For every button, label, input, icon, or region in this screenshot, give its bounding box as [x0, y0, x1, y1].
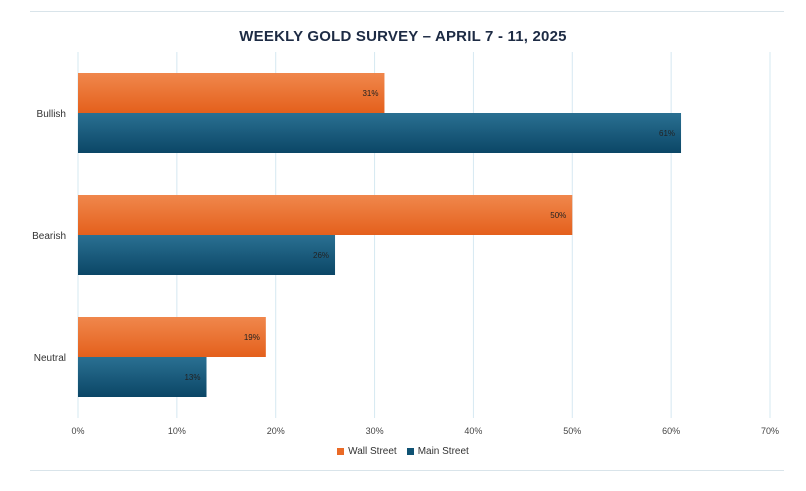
category-label: Neutral: [34, 353, 66, 364]
data-label: 19%: [244, 333, 260, 342]
legend: Wall Street Main Street: [0, 446, 806, 457]
legend-label-wall-street: Wall Street: [348, 446, 397, 457]
x-tick-label: 50%: [563, 426, 581, 436]
bar-wall-street-neutral: [78, 317, 266, 357]
bar-main-street-bullish: [78, 113, 682, 153]
x-tick-label: 30%: [366, 426, 384, 436]
category-label: Bullish: [37, 109, 66, 120]
legend-label-main-street: Main Street: [417, 446, 469, 457]
legend-swatch-main-street: [406, 448, 414, 455]
bar-wall-street-bearish: [78, 195, 573, 235]
x-tick-label: 40%: [464, 426, 482, 436]
legend-swatch-wall-street: [337, 448, 345, 455]
x-tick-label: 10%: [168, 426, 186, 436]
chart-title: WEEKLY GOLD SURVEY – APRIL 7 - 11, 2025: [239, 28, 567, 45]
x-tick-label: 0%: [71, 426, 84, 436]
data-label: 61%: [659, 129, 675, 138]
category-label: Bearish: [32, 231, 66, 242]
x-tick-label: 20%: [267, 426, 285, 436]
bar-wall-street-bullish: [78, 73, 385, 113]
legend-item-wall-street: Wall Street: [337, 446, 397, 457]
x-tick-label: 60%: [662, 426, 680, 436]
data-label: 31%: [362, 89, 378, 98]
data-label: 50%: [550, 211, 566, 220]
bar-main-street-neutral: [78, 357, 207, 397]
legend-item-main-street: Main Street: [406, 446, 469, 457]
bar-main-street-bearish: [78, 235, 336, 275]
x-tick-label: 70%: [761, 426, 779, 436]
data-label: 13%: [184, 373, 200, 382]
data-label: 26%: [313, 251, 329, 260]
